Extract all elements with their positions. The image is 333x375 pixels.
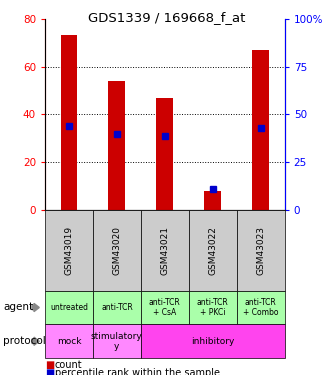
Text: GSM43023: GSM43023 xyxy=(256,226,265,275)
Bar xyxy=(109,81,125,210)
Text: anti-TCR: anti-TCR xyxy=(101,303,133,312)
Text: ■: ■ xyxy=(45,360,54,370)
Text: ■: ■ xyxy=(45,368,54,375)
Text: GSM43022: GSM43022 xyxy=(208,226,217,275)
Bar xyxy=(252,50,269,210)
Text: inhibitory: inhibitory xyxy=(191,337,234,346)
Text: GDS1339 / 169668_f_at: GDS1339 / 169668_f_at xyxy=(88,11,245,24)
Text: anti-TCR
+ CsA: anti-TCR + CsA xyxy=(149,298,181,317)
Text: anti-TCR
+ PKCi: anti-TCR + PKCi xyxy=(197,298,229,317)
Bar xyxy=(61,36,77,210)
Bar xyxy=(157,98,173,210)
Text: agent: agent xyxy=(3,303,33,312)
Text: count: count xyxy=(55,360,83,370)
Text: GSM43019: GSM43019 xyxy=(64,226,74,275)
Text: protocol: protocol xyxy=(3,336,46,346)
Text: untreated: untreated xyxy=(50,303,88,312)
Text: GSM43021: GSM43021 xyxy=(160,226,169,275)
Text: mock: mock xyxy=(57,337,81,346)
Text: stimulatory
y: stimulatory y xyxy=(91,332,143,351)
Text: percentile rank within the sample: percentile rank within the sample xyxy=(55,368,220,375)
Bar xyxy=(204,191,221,210)
Text: GSM43020: GSM43020 xyxy=(112,226,122,275)
Text: anti-TCR
+ Combo: anti-TCR + Combo xyxy=(243,298,278,317)
